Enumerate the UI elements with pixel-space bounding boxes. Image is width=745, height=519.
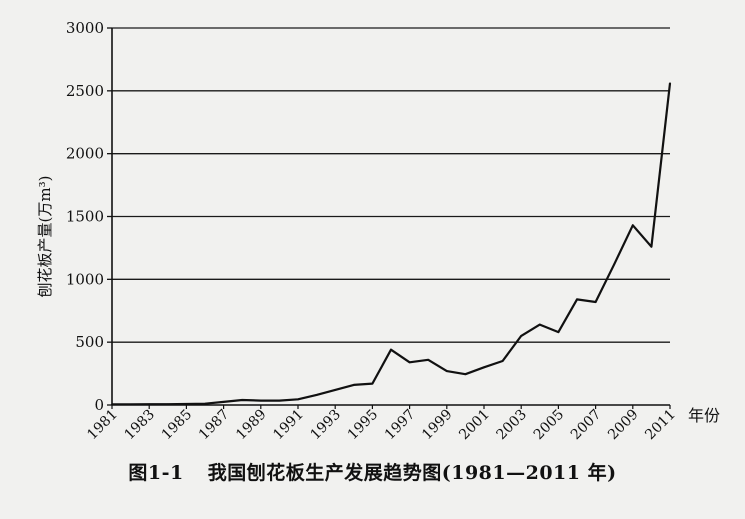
data-point <box>222 400 225 403</box>
x-tick-label: 1985 <box>159 407 196 444</box>
figure-caption-text: 我国刨花板生产发展趋势图(1981—2011 年) <box>207 462 617 484</box>
x-tick-label: 2007 <box>568 407 605 444</box>
data-point <box>520 334 523 337</box>
data-point <box>613 263 616 266</box>
data-point <box>445 370 448 372</box>
data-point <box>464 373 467 376</box>
y-tick-label: 2000 <box>66 145 104 163</box>
data-point <box>185 403 188 405</box>
data-point <box>390 348 392 351</box>
data-point <box>111 403 113 406</box>
x-tick-labels: 1981 1983 1985 1987 1989 1991 1993 1995 1997 1999… <box>84 407 679 444</box>
data-point <box>501 360 504 362</box>
data-point <box>241 399 244 401</box>
y-tick-label: 0 <box>94 396 104 414</box>
data-point <box>371 382 374 385</box>
data-point <box>631 224 634 227</box>
data-point <box>557 331 560 334</box>
data-point <box>166 403 169 406</box>
x-tick-label: 1997 <box>382 407 419 444</box>
data-point <box>278 399 281 402</box>
x-tick-label: 1989 <box>233 407 270 444</box>
data-point <box>576 298 578 301</box>
x-tick-label: 1993 <box>308 407 345 444</box>
data-point <box>259 399 262 402</box>
x-axis-title: 年份 <box>688 406 720 425</box>
data-point <box>650 245 653 248</box>
x-tick-label: 1999 <box>419 407 456 444</box>
data-point <box>148 403 151 406</box>
axes <box>111 28 670 406</box>
data-point <box>669 82 671 85</box>
data-point <box>315 394 318 396</box>
y-tick-label: 3000 <box>66 19 104 37</box>
data-point <box>352 383 355 386</box>
x-tick-label: 1987 <box>196 407 233 444</box>
x-tick-label: 1983 <box>122 407 159 444</box>
gridlines <box>107 27 671 409</box>
series <box>111 82 672 406</box>
y-tick-label: 500 <box>75 333 104 351</box>
x-tick-label: 2005 <box>531 407 568 444</box>
data-point <box>129 403 132 406</box>
x-tick-label: 2009 <box>605 407 642 444</box>
data-point <box>204 402 206 405</box>
y-tick-label: 1500 <box>66 208 104 226</box>
x-tick-label: 1991 <box>270 407 307 444</box>
data-point <box>538 323 541 326</box>
x-tick-label: 2011 <box>642 407 679 444</box>
x-tick-label: 2003 <box>494 407 531 444</box>
data-point <box>334 389 337 391</box>
y-axis-title: 刨花板产量(万m³) <box>36 176 54 298</box>
figure-number: 图1-1 <box>128 462 184 484</box>
x-tick-label: 2001 <box>456 407 493 444</box>
data-point <box>408 361 411 364</box>
figure-caption: 图1-1 我国刨花板生产发展趋势图(1981—2011 年) <box>0 458 745 485</box>
data-point <box>483 366 485 369</box>
data-point <box>427 358 430 361</box>
data-point <box>594 301 597 303</box>
y-tick-labels: 0 500 1000 1500 2000 2500 3000 <box>66 19 104 414</box>
series-line <box>112 83 672 406</box>
y-tick-label: 2500 <box>66 82 104 100</box>
x-tick-label: 1995 <box>345 407 382 444</box>
y-tick-label: 1000 <box>66 270 104 288</box>
data-point <box>297 398 299 401</box>
